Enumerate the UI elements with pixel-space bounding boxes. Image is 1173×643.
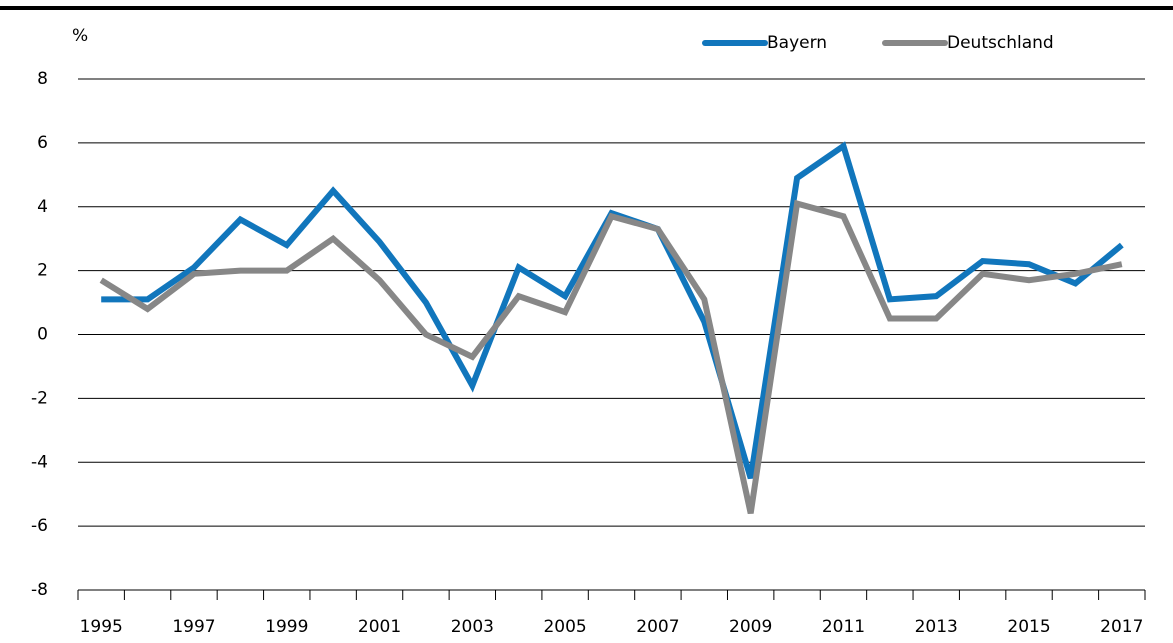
- x-tick-label: 2011: [822, 617, 865, 637]
- x-tick-label: 1997: [172, 617, 215, 637]
- y-axis-label: %: [72, 26, 88, 46]
- x-tick-label: 1995: [80, 617, 123, 637]
- x-tick-label: 2007: [636, 617, 679, 637]
- y-tick-label: 6: [37, 133, 48, 153]
- y-tick-label: -2: [31, 388, 48, 408]
- y-tick-label: 8: [37, 69, 48, 89]
- y-tick-label: -4: [31, 452, 48, 472]
- x-tick-label: 1999: [265, 617, 308, 637]
- x-tick-label: 2009: [729, 617, 772, 637]
- legend-label: Bayern: [767, 33, 827, 53]
- x-tick-label: 2015: [1007, 617, 1050, 637]
- top-rule: [0, 6, 1173, 10]
- line-series: [101, 141, 1124, 480]
- y-tick-label: -8: [31, 580, 48, 600]
- x-tick-label: 2003: [451, 617, 494, 637]
- legend-label: Deutschland: [947, 33, 1054, 53]
- y-tick-label: 2: [37, 261, 48, 281]
- y-tick-label: -6: [31, 516, 48, 536]
- x-tick-label: 2001: [358, 617, 401, 637]
- y-tick-label: 4: [37, 197, 48, 217]
- x-tick-label: 2013: [915, 617, 958, 637]
- line-series: [99, 199, 1123, 514]
- x-tick-label: 2017: [1100, 617, 1143, 637]
- x-tick-label: 2005: [543, 617, 586, 637]
- y-tick-label: 0: [37, 325, 48, 345]
